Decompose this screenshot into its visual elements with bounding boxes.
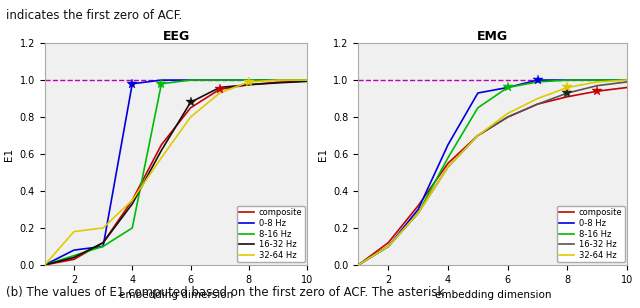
Y-axis label: E1: E1 — [4, 148, 14, 160]
Text: indicates the first zero of ACF.: indicates the first zero of ACF. — [6, 9, 182, 22]
Legend: composite, 0-8 Hz, 8-16 Hz, 16-32 Hz, 32-64 Hz: composite, 0-8 Hz, 8-16 Hz, 16-32 Hz, 32… — [557, 206, 625, 262]
Text: (b) The values of E1 computed based on the first zero of ACF. The asterisk: (b) The values of E1 computed based on t… — [6, 286, 445, 299]
X-axis label: embedding dimersion: embedding dimersion — [119, 290, 233, 300]
X-axis label: embedding dimension: embedding dimension — [435, 290, 551, 300]
Legend: composite, 0-8 Hz, 8-16 Hz, 16-32 Hz, 32-64 Hz: composite, 0-8 Hz, 8-16 Hz, 16-32 Hz, 32… — [237, 206, 305, 262]
Y-axis label: E1: E1 — [317, 148, 328, 160]
Title: EEG: EEG — [163, 30, 189, 43]
Title: EMG: EMG — [477, 30, 508, 43]
